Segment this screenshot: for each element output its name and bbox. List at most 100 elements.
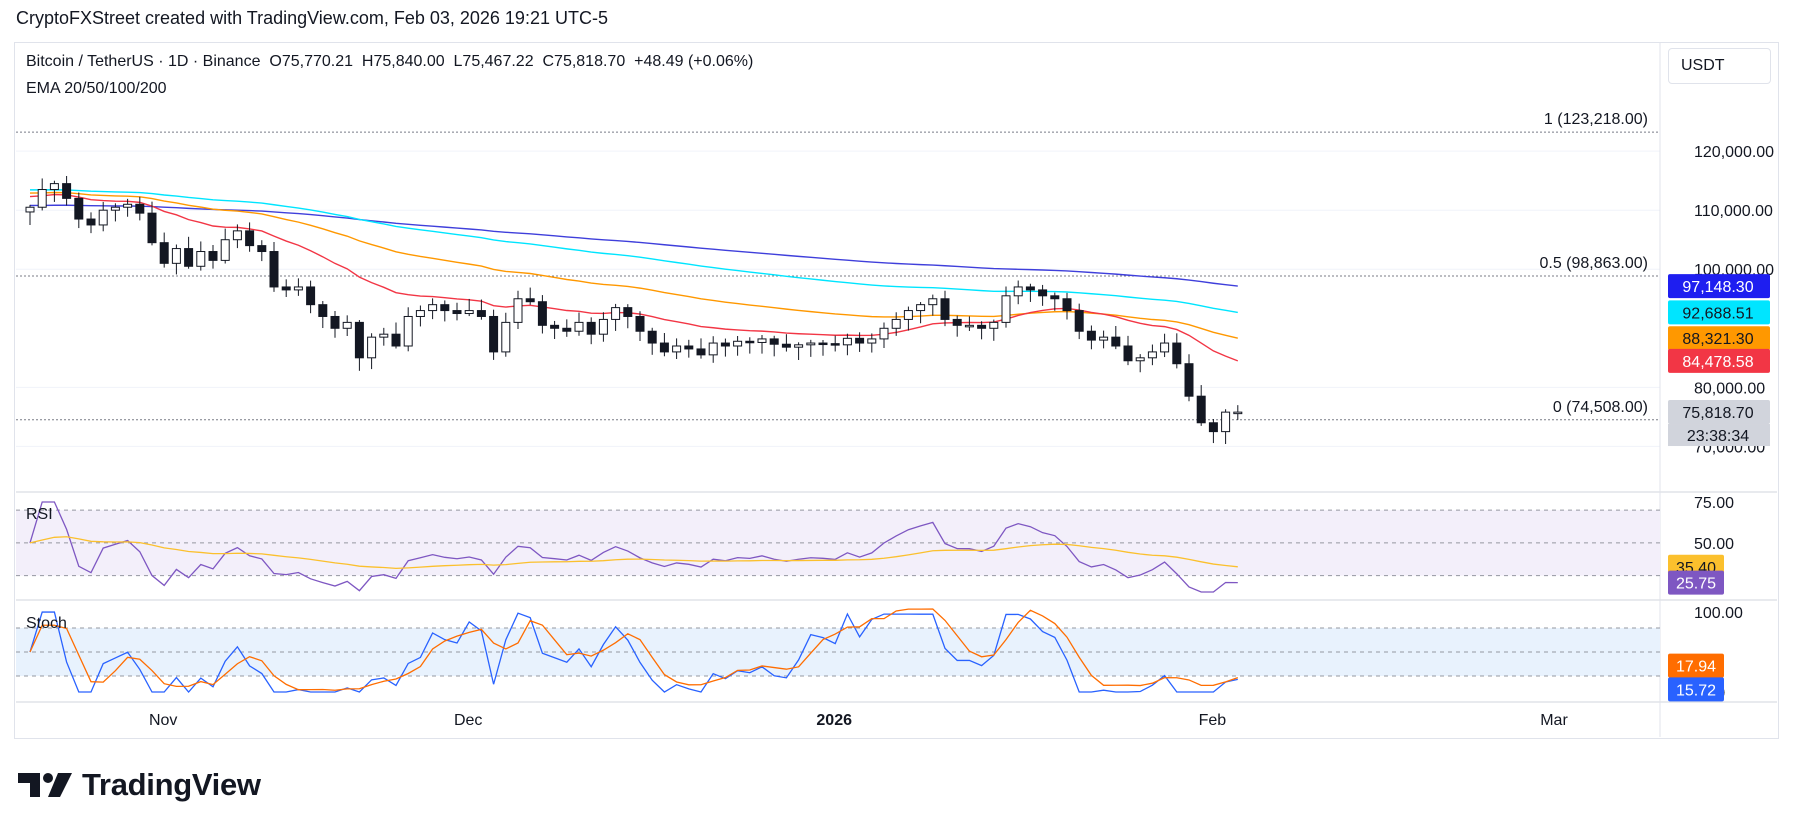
candle-down bbox=[1050, 295, 1060, 300]
candle-up bbox=[672, 345, 682, 353]
candle-down bbox=[208, 251, 218, 261]
candle-up bbox=[403, 315, 413, 347]
candle-down bbox=[147, 212, 157, 244]
candle-up bbox=[1135, 357, 1145, 362]
candle-down bbox=[855, 337, 865, 344]
candle-down bbox=[1123, 345, 1133, 362]
candle-down bbox=[257, 245, 267, 253]
fib-label: 0.5 (98,863.00) bbox=[1539, 255, 1648, 272]
candle-down bbox=[391, 333, 401, 347]
candle-up bbox=[1160, 342, 1170, 353]
price-label: 88,321.30 bbox=[1682, 331, 1753, 348]
ema-legend[interactable]: EMA 20/50/100/200 bbox=[26, 80, 167, 97]
candle-up bbox=[501, 321, 511, 353]
candle-down bbox=[135, 203, 145, 214]
candle-down bbox=[720, 342, 730, 347]
candle-up bbox=[928, 298, 938, 306]
candle-up bbox=[196, 251, 206, 267]
candle-up bbox=[415, 310, 425, 317]
candle-down bbox=[184, 248, 194, 267]
candle-down bbox=[489, 315, 499, 353]
candle-down bbox=[696, 348, 706, 356]
candle-up bbox=[611, 307, 621, 320]
candle-down bbox=[769, 338, 779, 345]
candle-down bbox=[1025, 286, 1035, 291]
candle-down bbox=[452, 310, 462, 315]
countdown-box bbox=[1668, 424, 1770, 447]
candle-up bbox=[37, 189, 47, 208]
currency-unit-button[interactable]: USDT bbox=[1668, 48, 1771, 84]
candle-up bbox=[98, 209, 108, 226]
candle-up bbox=[916, 304, 926, 312]
candle-down bbox=[1074, 310, 1084, 332]
price-label-box bbox=[1668, 274, 1770, 299]
close-value: C75,818.70 bbox=[542, 53, 626, 70]
price-tick: 110,000.00 bbox=[1694, 203, 1773, 220]
candle-up bbox=[903, 310, 913, 320]
time-tick: Dec bbox=[454, 712, 482, 729]
stoch-value-label: 15.72 bbox=[1676, 682, 1716, 699]
open-value: O75,770.21 bbox=[269, 53, 353, 70]
candle-down bbox=[1062, 298, 1072, 312]
candle-down bbox=[940, 298, 950, 320]
price-label-box bbox=[1668, 300, 1770, 325]
ema50-line bbox=[29, 191, 1238, 339]
candle-down bbox=[550, 324, 560, 329]
currency-unit-label: USDT bbox=[1681, 57, 1725, 74]
rsi-tick: 50.00 bbox=[1694, 536, 1734, 553]
candle-up bbox=[1233, 411, 1243, 415]
rsi-line bbox=[29, 501, 1238, 593]
candle-down bbox=[1208, 422, 1218, 433]
candle-up bbox=[733, 340, 743, 347]
candle-up bbox=[989, 321, 999, 329]
candle-up bbox=[110, 206, 120, 211]
candle-down bbox=[1038, 289, 1048, 297]
candle-up bbox=[464, 310, 474, 315]
candle-up bbox=[867, 338, 877, 344]
fib-label: 1 (123,218.00) bbox=[1544, 111, 1648, 128]
rsi-tick: 75.00 bbox=[1694, 495, 1734, 512]
candle-up bbox=[367, 336, 377, 359]
candle-down bbox=[659, 342, 669, 353]
rsi-value-box bbox=[1668, 570, 1724, 595]
rsi-legend[interactable]: RSI bbox=[26, 506, 53, 523]
rsi-value-label: 25.75 bbox=[1676, 576, 1716, 593]
ema200-line bbox=[29, 204, 1238, 287]
candle-down bbox=[586, 321, 596, 335]
candle-down bbox=[745, 340, 755, 344]
candle-down bbox=[440, 304, 450, 312]
candle-down bbox=[623, 307, 633, 317]
candle-down bbox=[1111, 336, 1121, 347]
price-label-box bbox=[1668, 326, 1770, 351]
candle-up bbox=[964, 324, 974, 328]
countdown-label: 23:38:34 bbox=[1687, 428, 1749, 445]
candle-up bbox=[757, 338, 767, 343]
candle-down bbox=[306, 286, 316, 306]
stoch-legend[interactable]: Stoch bbox=[26, 615, 67, 632]
candle-down bbox=[1172, 342, 1182, 365]
candle-up bbox=[598, 318, 608, 335]
candle-down bbox=[635, 315, 645, 332]
candle-down bbox=[330, 315, 340, 329]
candle-down bbox=[537, 301, 547, 326]
candle-down bbox=[1086, 330, 1096, 341]
candle-up bbox=[1013, 286, 1023, 297]
time-tick: 2026 bbox=[816, 712, 852, 729]
candle-up bbox=[220, 239, 230, 261]
low-value: L75,467.22 bbox=[453, 53, 534, 70]
candle-up bbox=[1001, 295, 1011, 323]
candle-up bbox=[574, 321, 584, 332]
price-label: 92,688.51 bbox=[1682, 305, 1753, 322]
candle-up bbox=[891, 318, 901, 329]
candle-down bbox=[159, 242, 169, 264]
chart-header: CryptoFXStreet created with TradingView.… bbox=[16, 8, 608, 28]
candle-down bbox=[684, 345, 694, 350]
candle-down bbox=[1196, 395, 1206, 424]
symbol-name[interactable]: Bitcoin / TetherUS · 1D · Binance bbox=[26, 53, 261, 70]
ema20-line bbox=[29, 193, 1239, 362]
candle-up bbox=[1147, 351, 1157, 359]
candle-down bbox=[781, 343, 791, 348]
candle-up bbox=[708, 342, 718, 356]
price-label-box bbox=[1668, 400, 1770, 425]
